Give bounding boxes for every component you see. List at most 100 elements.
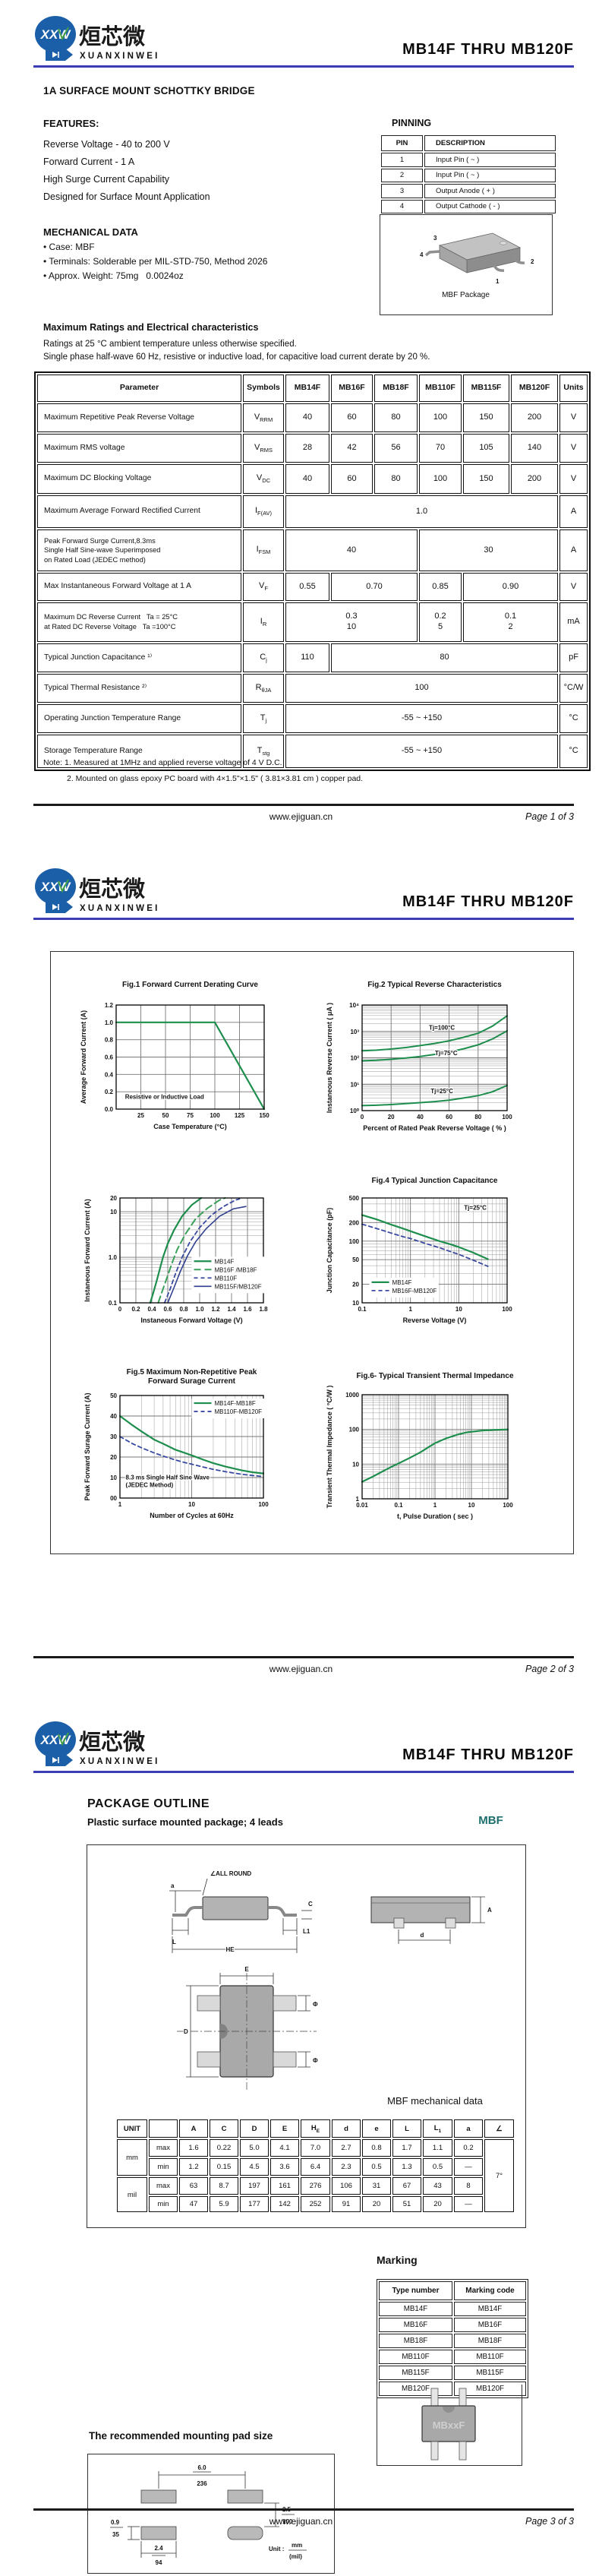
- package-outline-heading: PACKAGE OUTLINE: [87, 1797, 210, 1810]
- table-header-cell: C: [210, 2119, 238, 2138]
- table-header-cell: Type number: [379, 2281, 452, 2300]
- table-cell: °C: [559, 704, 588, 733]
- dim-he-label: HE: [225, 1946, 235, 1953]
- pin4-label: 4: [420, 251, 424, 258]
- mech-data-table: UNIT A C D E HE d e L L1 a ∠ mm max 1.6 0.22 5.0 4.1 7.0 2.…: [115, 2118, 515, 2214]
- logo-diode-triangle: [52, 52, 58, 58]
- fig3-forward-characteristics-chart: 0 0.2 0.4 0.6 0.8 1.0 1.2 1.4 1.6 1.8 0.1 1.0 10 20 In…: [84, 1195, 268, 1324]
- footer-rule: [33, 1656, 574, 1658]
- footer-site: www.ejiguan.cn: [269, 811, 333, 822]
- svg-text:10: 10: [110, 1209, 117, 1215]
- table-cell: 40: [285, 464, 329, 494]
- table-cell: mil: [117, 2177, 147, 2212]
- svg-text:100: 100: [210, 1112, 220, 1119]
- features-list: Reverse Voltage - 40 to 200 V Forward Cur…: [43, 136, 210, 206]
- dim-e1-label: Φ: [313, 2001, 318, 2008]
- dim-A-label: A: [487, 1907, 492, 1914]
- fig6-transient-thermal-impedance-chart: 0.01 0.1 1 10 100 1 10 100 1000 t, Pulse Duration…: [326, 1372, 514, 1520]
- footer-site: www.ejiguan.cn: [269, 2516, 333, 2527]
- table-cell: VRMS: [243, 434, 284, 463]
- pad-dim-left-mm: 0.9: [111, 2519, 120, 2526]
- svg-text:10⁰: 10⁰: [350, 1108, 360, 1114]
- pad-dim-top-mm: 6.0: [197, 2464, 206, 2471]
- list-item: Reverse Voltage - 40 to 200 V: [43, 139, 170, 150]
- table-cell: max: [149, 2139, 178, 2157]
- svg-text:10: 10: [455, 1306, 462, 1313]
- chip-marking-text: MBxxF: [433, 2420, 465, 2431]
- table-cell: 1.2: [179, 2158, 208, 2176]
- company-name-cn: 烜芯微: [79, 24, 145, 49]
- svg-text:Reverse Voltage (V): Reverse Voltage (V): [403, 1316, 467, 1324]
- table-cell: 0.55: [285, 573, 329, 601]
- svg-text:1: 1: [408, 1306, 412, 1313]
- table-cell: 2.7: [332, 2139, 361, 2157]
- logo-green-accent: [58, 1732, 69, 1746]
- table-cell: 0.8: [362, 2139, 391, 2157]
- table-cell: -55 ~ +150: [285, 704, 558, 733]
- table-cell: MB16F: [379, 2318, 452, 2332]
- company-name-en: XUANXINWEI: [80, 1757, 159, 1766]
- table-cell: 252: [301, 2196, 330, 2212]
- pinning-heading: PINNING: [392, 118, 432, 128]
- page-3: XXW 烜芯微 XUANXINWEI MB14F THRU MB120F PAC…: [0, 1705, 602, 2574]
- svg-text:Instaneous Forward Current (A: Instaneous Forward Current (A): [84, 1199, 91, 1302]
- svg-text:125: 125: [235, 1112, 245, 1119]
- svg-text:40: 40: [110, 1413, 117, 1420]
- svg-text:1: 1: [433, 1502, 437, 1509]
- svg-text:10: 10: [110, 1474, 117, 1481]
- table-cell: mm: [117, 2139, 147, 2176]
- table-cell: min: [149, 2196, 178, 2212]
- table-cell: 80: [331, 643, 558, 672]
- table-cell: A: [559, 495, 588, 528]
- list-item: • Case: MBF: [43, 242, 95, 252]
- svg-text:10: 10: [188, 1501, 195, 1508]
- company-logo: XXW 烜芯微 XUANXINWEI: [35, 16, 157, 61]
- table-header-cell: UNIT: [117, 2119, 147, 2138]
- table-cell: 2.3: [332, 2158, 361, 2176]
- svg-text:10⁴: 10⁴: [349, 1002, 359, 1009]
- table-cell: 80: [374, 464, 418, 494]
- table-cell: 6.4: [301, 2158, 330, 2176]
- svg-text:0.1: 0.1: [358, 1306, 367, 1313]
- table-header-cell: L: [392, 2119, 421, 2138]
- table-cell: Maximum Repetitive Peak Reverse Voltage: [37, 403, 241, 432]
- svg-text:100: 100: [502, 1114, 512, 1120]
- marking-chip-box: MBxxF: [377, 2385, 522, 2466]
- table-cell: 43: [423, 2177, 452, 2195]
- table-cell: 100: [419, 464, 462, 494]
- pad-dim-bottom-mm: 2.4: [154, 2545, 163, 2552]
- table-cell: 5.9: [210, 2196, 238, 2212]
- svg-text:0: 0: [361, 1114, 364, 1120]
- svg-text:Average Forward Current (A): Average Forward Current (A): [80, 1010, 87, 1104]
- svg-text:0.01: 0.01: [356, 1502, 368, 1509]
- svg-text:1.0: 1.0: [195, 1306, 204, 1313]
- table-cell: -55 ~ +150: [285, 735, 558, 768]
- note-line-2: 2. Mounted on glass epoxy PC board with …: [67, 774, 364, 783]
- table-cell: 105: [463, 434, 509, 463]
- table-cell: 40: [285, 403, 329, 432]
- svg-text:MB16F-MB120F: MB16F-MB120F: [392, 1288, 437, 1294]
- dim-all-round-label: ∠ALL ROUND: [210, 1870, 251, 1877]
- marking-heading: Marking: [377, 2254, 418, 2266]
- svg-text:MB110F-MB120F: MB110F-MB120F: [215, 1408, 263, 1415]
- table-cell: min: [149, 2158, 178, 2176]
- list-item: Forward Current - 1 A: [43, 156, 135, 167]
- dim-E-label: E: [244, 1966, 249, 1973]
- table-cell: 177: [240, 2196, 269, 2212]
- table-cell: Typical Junction Capacitance ¹⁾: [37, 643, 241, 672]
- table-header-cell: e: [362, 2119, 391, 2138]
- svg-text:20: 20: [352, 1282, 359, 1288]
- table-cell: 110: [285, 643, 329, 672]
- list-item: • Approx. Weight: 75mg 0.0024oz: [43, 270, 184, 281]
- table-cell: MB115F: [454, 2366, 526, 2380]
- table-cell: 0.2: [454, 2139, 483, 2157]
- dim-e2-label: Φ: [313, 2057, 318, 2064]
- svg-text:100: 100: [349, 1427, 360, 1433]
- table-cell: °C/W: [559, 674, 588, 703]
- pad-unit-label: Unit :: [269, 2546, 284, 2552]
- svg-text:25: 25: [137, 1112, 144, 1119]
- table-cell: 276: [301, 2177, 330, 2195]
- mechanical-list: • Case: MBF • Terminals: Solderable per M…: [43, 240, 267, 283]
- table-cell: 1.1: [423, 2139, 452, 2157]
- table-cell: 0.15: [210, 2158, 238, 2176]
